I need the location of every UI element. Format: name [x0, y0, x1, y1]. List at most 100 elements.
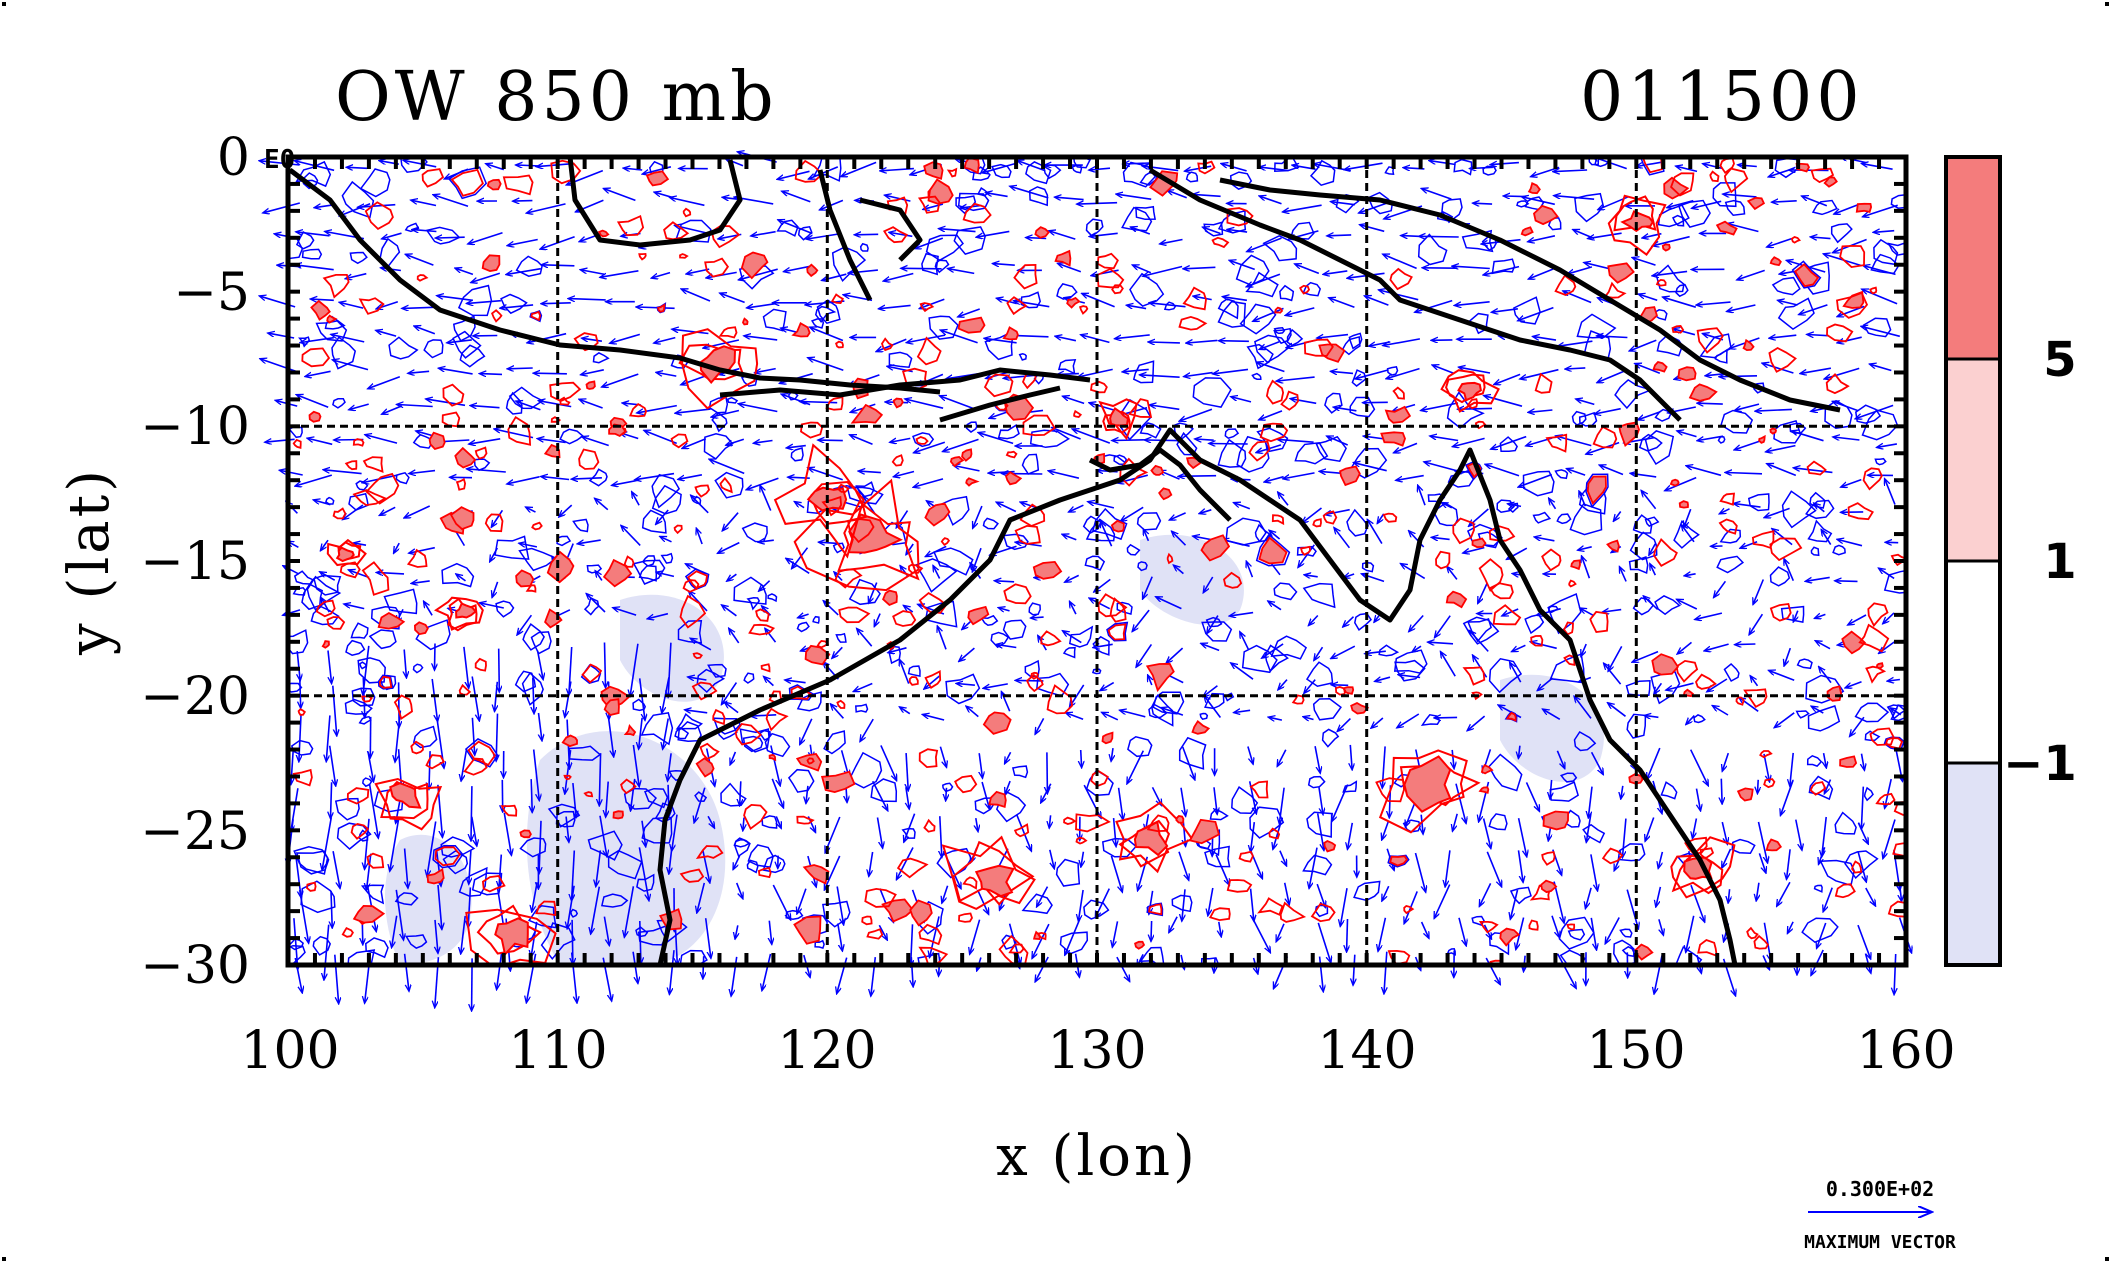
wind-vector [614, 608, 637, 616]
wind-vector [894, 470, 915, 477]
wind-vector [596, 850, 602, 885]
wind-vector [1265, 475, 1284, 482]
wind-vector [403, 848, 408, 888]
negative-contour [1018, 353, 1027, 361]
wind-vector [1066, 713, 1084, 720]
wind-vector [897, 847, 914, 880]
negative-contour [1264, 644, 1289, 673]
wind-vector [1397, 474, 1424, 481]
wind-vector [539, 401, 572, 408]
wind-vector [1848, 614, 1867, 625]
wind-vector [1667, 682, 1694, 690]
negative-contour [787, 768, 815, 793]
negative-contour [1122, 161, 1157, 188]
wind-vector [836, 886, 843, 925]
wind-vector [778, 170, 810, 179]
wind-vector [1270, 531, 1281, 540]
wind-vector [1879, 569, 1895, 580]
wind-vector [1384, 255, 1417, 270]
negative-contour [641, 555, 656, 567]
corner-label: E0 [264, 145, 295, 175]
wind-vector [959, 308, 980, 317]
wind-vector [904, 813, 916, 842]
wind-vector [1317, 922, 1330, 962]
wind-vector [1090, 233, 1118, 236]
wind-vector [1861, 786, 1863, 829]
wind-vector [1835, 203, 1861, 214]
wind-vector [632, 493, 640, 506]
negative-contour [1585, 473, 1609, 509]
wind-vector [321, 539, 329, 550]
negative-contour [1720, 409, 1754, 434]
negative-contour [785, 909, 804, 920]
wind-vector [472, 272, 501, 282]
negative-contour [432, 844, 464, 869]
wind-vector [1590, 751, 1603, 774]
wind-vector [403, 953, 409, 991]
negative-contour [351, 687, 376, 707]
wind-vector [1208, 887, 1214, 915]
wind-vector [1735, 644, 1756, 645]
negative-contour [1576, 313, 1617, 339]
wind-vector [786, 680, 806, 683]
wind-vector [1036, 718, 1045, 733]
wind-vector [1508, 504, 1522, 507]
wind-vector [1894, 953, 1896, 994]
wind-vector [979, 753, 982, 777]
wind-vector [1421, 814, 1423, 834]
wind-vector [596, 571, 603, 581]
wind-vector [1589, 232, 1622, 238]
wind-vector [1382, 885, 1390, 900]
wind-vector [694, 787, 706, 822]
wind-vector [1185, 371, 1213, 377]
wind-vector [1429, 642, 1454, 644]
wind-vector [1101, 681, 1115, 691]
wind-vector [860, 718, 874, 741]
negative-contour [540, 922, 576, 960]
wind-vector [1777, 881, 1791, 905]
negative-contour [519, 837, 547, 858]
wind-vector [366, 435, 398, 444]
wind-vector [1113, 921, 1119, 946]
wind-vector [733, 855, 741, 869]
wind-vector [412, 200, 437, 207]
wind-vector [497, 951, 503, 989]
wind-vector [624, 168, 643, 170]
wind-vector [1174, 566, 1184, 575]
wind-vector [798, 614, 809, 617]
negative-contour [355, 480, 369, 491]
wind-vector [533, 677, 534, 713]
wind-vector [1420, 921, 1429, 938]
wind-vector [1626, 889, 1638, 929]
wind-vector [1348, 822, 1354, 849]
x-tick-label: 100 [240, 1021, 339, 1081]
positive-contour [1478, 786, 1490, 794]
wind-vector [1741, 540, 1758, 548]
wind-vector [1687, 466, 1722, 477]
wind-vector [1416, 299, 1453, 312]
wind-vector [1222, 164, 1247, 172]
wind-vector [762, 953, 772, 990]
negative-contour [651, 484, 682, 515]
wind-vector [1728, 224, 1759, 233]
wind-vector [377, 331, 397, 337]
wind-vector [1356, 369, 1389, 379]
wind-vector [725, 703, 739, 714]
wind-vector [1556, 750, 1564, 768]
negative-contour [1801, 917, 1839, 944]
wind-vector [721, 293, 745, 304]
wind-vector [1556, 953, 1576, 988]
reference-vector-value: 0.300E+02 [1826, 1177, 1934, 1201]
wind-vector [1063, 631, 1082, 644]
positive-contour [892, 397, 904, 409]
wind-vector [1568, 266, 1593, 274]
wind-vector [1686, 715, 1695, 724]
negative-contour [746, 597, 761, 611]
corner-marker [2, 1257, 6, 1261]
wind-vector [940, 396, 975, 410]
wind-vector [869, 851, 874, 876]
wind-vector [630, 643, 639, 696]
wind-vector [707, 815, 714, 827]
wind-vector [879, 305, 911, 308]
negative-contour [1171, 894, 1193, 913]
